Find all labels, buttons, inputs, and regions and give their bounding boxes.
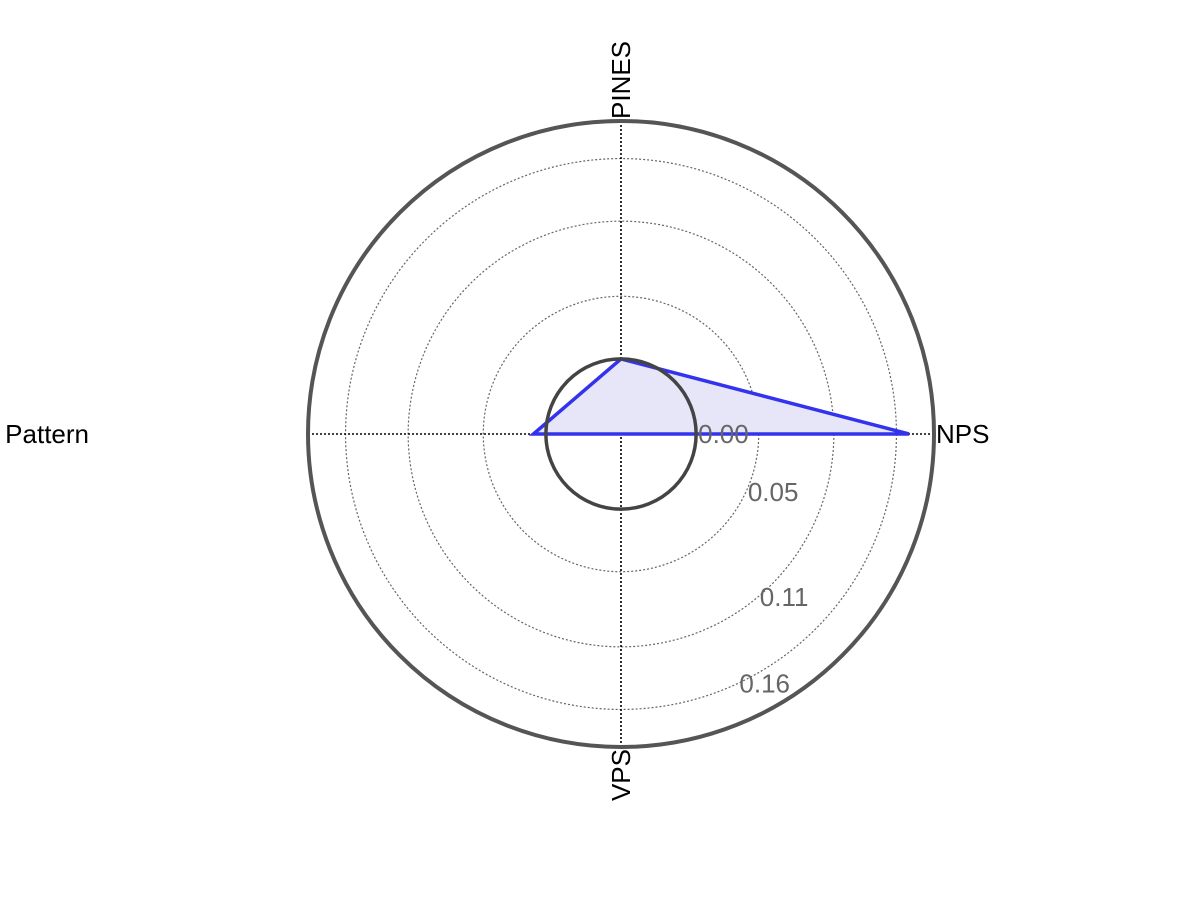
zero-reference-circle bbox=[544, 357, 698, 511]
axis-label-vps: VPS bbox=[606, 749, 636, 801]
series-polygon-0 bbox=[528, 356, 910, 436]
tick-label: 0.00 bbox=[698, 419, 749, 449]
axis-label-pattern: Pattern bbox=[5, 419, 89, 449]
axis-label-pines: PINES bbox=[606, 41, 636, 119]
tick-label: 0.05 bbox=[748, 477, 799, 507]
series-layer bbox=[528, 356, 910, 511]
tick-label: 0.16 bbox=[739, 669, 790, 699]
label-layer: 0.00 0.05 0.11 0.16 NPS PINES Pattern VPS bbox=[5, 41, 989, 801]
tick-label: 0.11 bbox=[760, 582, 809, 612]
axis-label-nps: NPS bbox=[936, 419, 989, 449]
outer-circle bbox=[306, 119, 936, 749]
